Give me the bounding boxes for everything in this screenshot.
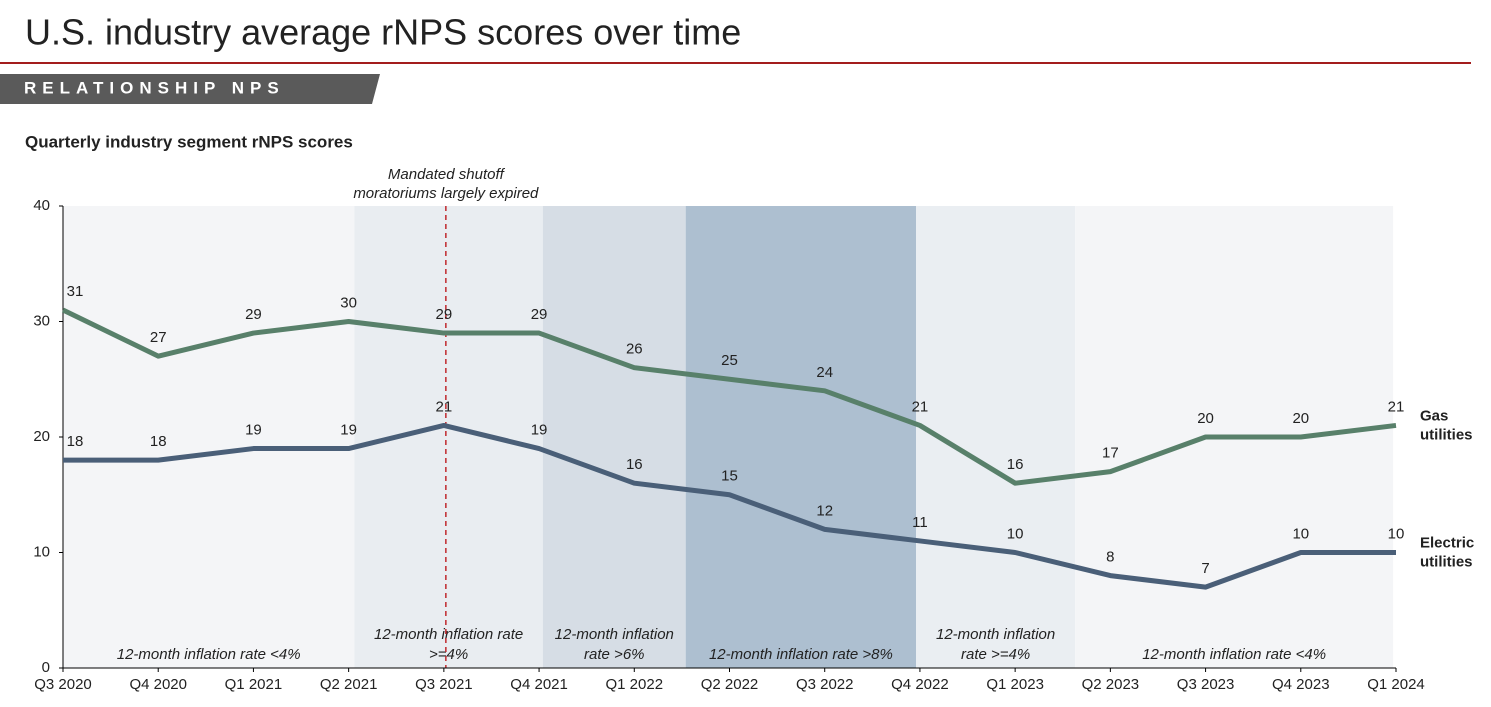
data-label: 21: [912, 398, 929, 415]
x-tick-label: Q2 2021: [320, 676, 378, 693]
data-label: 19: [531, 422, 548, 439]
series-line: [61, 307, 1397, 486]
data-label: 25: [721, 352, 738, 369]
data-label: 17: [1102, 445, 1119, 462]
y-tick-label: 10: [33, 543, 50, 560]
data-label: 26: [626, 341, 643, 358]
x-tick-label: Q2 2022: [701, 676, 759, 693]
period-label: rate >6%: [584, 646, 644, 663]
y-tick-label: 30: [33, 312, 50, 329]
x-tick-label: Q4 2022: [891, 676, 949, 693]
page-title: U.S. industry average rNPS scores over t…: [25, 12, 741, 53]
annotation: Mandated shutoff: [388, 166, 506, 183]
data-label: 21: [436, 398, 453, 415]
data-label: 12: [816, 502, 833, 519]
section-banner: [0, 74, 380, 104]
plot: 12-month inflation rate <4% 12-month infl…: [33, 166, 1474, 693]
data-label: 31: [67, 283, 84, 300]
x-tick-label: Q1 2023: [986, 676, 1044, 693]
data-label: 18: [150, 433, 167, 450]
period-label: 12-month inflation: [936, 626, 1055, 643]
shaded-period: [685, 206, 917, 668]
data-label: 20: [1292, 410, 1309, 427]
data-label: 21: [1388, 398, 1405, 415]
data-label: 10: [1388, 525, 1405, 542]
x-tick-label: Q4 2021: [510, 676, 568, 693]
series-line: [63, 422, 1396, 590]
x-tick-label: Q3 2020: [34, 676, 92, 693]
period-label: 12-month inflation rate <4%: [117, 646, 301, 663]
data-label: 7: [1201, 560, 1209, 577]
x-tick-label: Q1 2022: [606, 676, 664, 693]
data-label: 20: [1197, 410, 1214, 427]
chart-title: Quarterly industry segment rNPS scores: [25, 132, 353, 151]
x-tick-label: Q4 2023: [1272, 676, 1330, 693]
y-tick-label: 0: [42, 659, 50, 676]
x-tick-label: Q2 2023: [1082, 676, 1140, 693]
data-label: 16: [1007, 456, 1024, 473]
data-label: 27: [150, 329, 167, 346]
x-tick-label: Q3 2022: [796, 676, 854, 693]
period-label: >=4%: [429, 646, 468, 663]
data-label: 29: [245, 306, 262, 323]
data-label: 11: [912, 514, 928, 531]
data-label: 8: [1106, 549, 1114, 566]
period-label: 12-month inflation rate >8%: [709, 646, 893, 663]
data-label: 10: [1292, 525, 1309, 542]
shaded-period: [63, 206, 355, 668]
x-tick-label: Q1 2024: [1367, 676, 1425, 693]
data-label: 29: [436, 306, 453, 323]
y-tick-label: 40: [33, 197, 50, 214]
period-label: 12-month inflation: [555, 626, 674, 643]
period-label: 12-month inflation rate <4%: [1142, 646, 1326, 663]
data-label: 29: [531, 306, 548, 323]
x-tick-label: Q4 2020: [129, 676, 187, 693]
annotation: moratoriums largely expired: [353, 185, 539, 202]
period-label: rate >=4%: [961, 646, 1030, 663]
series-name: Electric utilities: [1420, 534, 1474, 570]
shaded-period: [542, 206, 686, 668]
y-tick-label: 20: [33, 428, 50, 445]
data-label: 19: [340, 422, 357, 439]
data-label: 24: [816, 364, 833, 381]
data-label: 18: [67, 433, 84, 450]
section-label: RELATIONSHIP NPS: [24, 78, 285, 97]
shaded-period: [354, 206, 543, 668]
x-tick-label: Q3 2023: [1177, 676, 1235, 693]
period-label: 12-month inflation rate: [374, 626, 523, 643]
x-tick-label: Q3 2021: [415, 676, 473, 693]
data-label: 10: [1007, 525, 1024, 542]
data-label: 16: [626, 456, 643, 473]
data-label: 15: [721, 468, 738, 485]
data-label: 30: [340, 294, 357, 311]
series-name: Gas utilities: [1420, 407, 1473, 443]
data-label: 19: [245, 422, 262, 439]
x-tick-label: Q1 2021: [225, 676, 283, 693]
